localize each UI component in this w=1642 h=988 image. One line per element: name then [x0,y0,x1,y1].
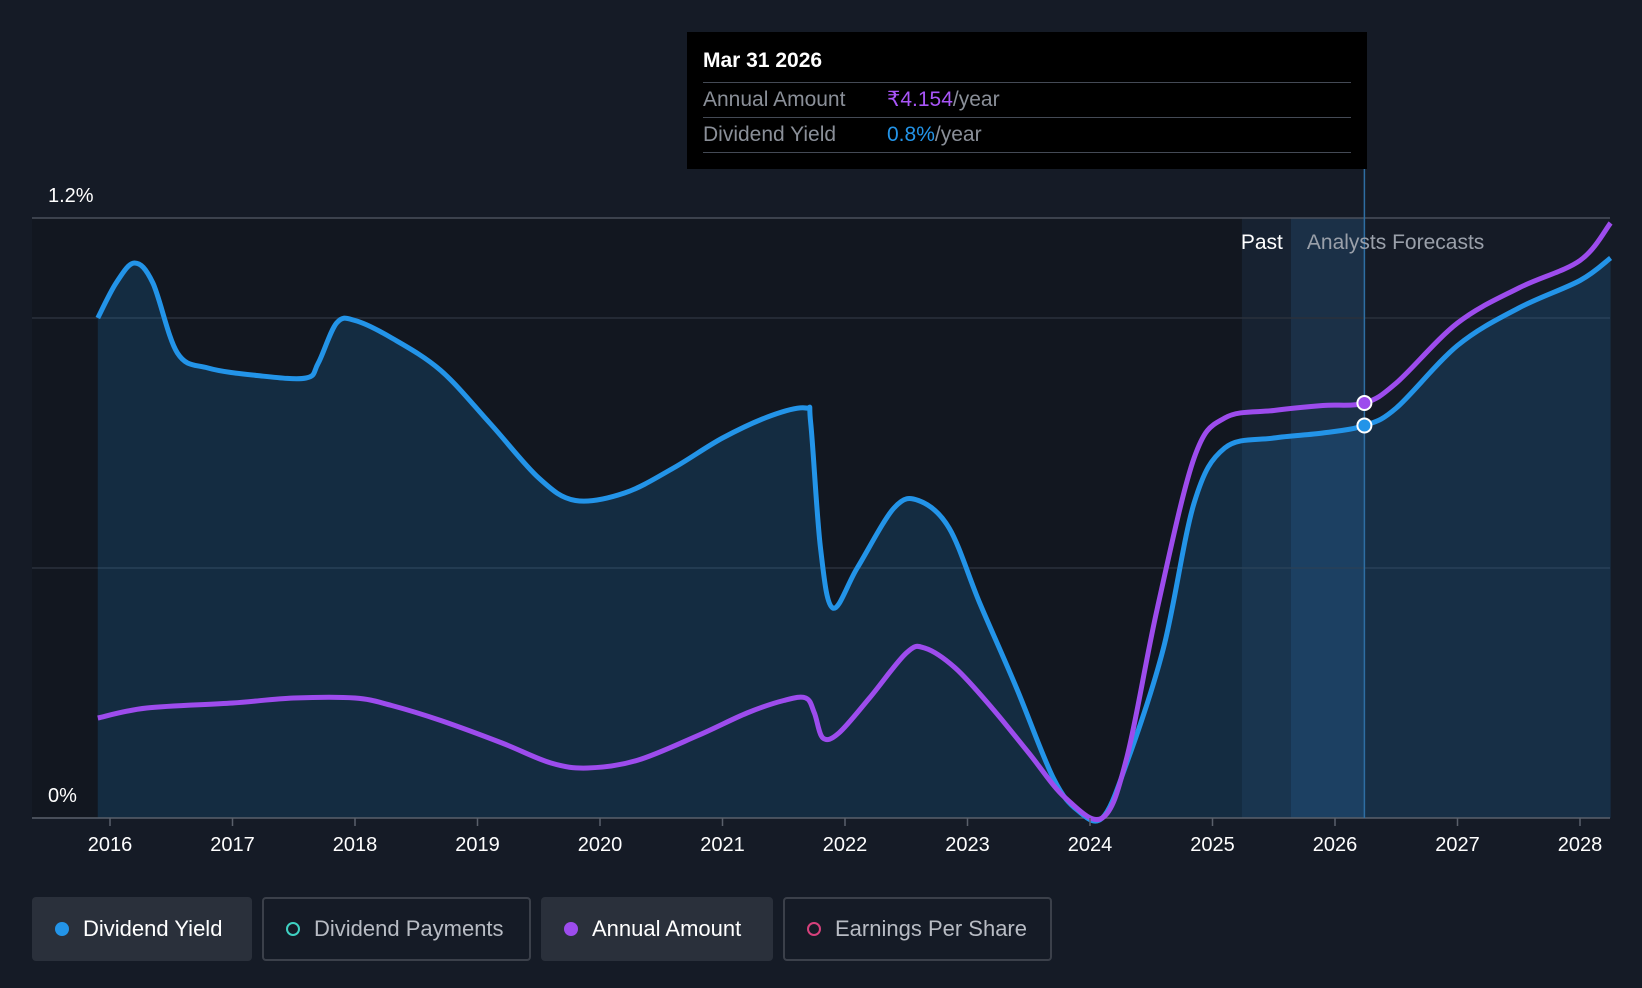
y-tick-label: 1.2% [48,185,94,207]
x-tick-label: 2025 [1190,834,1235,856]
x-tick-label: 2023 [945,834,990,856]
tooltip-row-dividend-yield: Dividend Yield 0.8% /year [703,117,1351,153]
tooltip-label: Annual Amount [703,88,846,111]
y-tick-label: 0% [48,785,77,807]
past-label: Past [1241,231,1283,254]
legend-dot-icon [564,922,578,936]
x-tick-label: 2026 [1313,834,1358,856]
x-tick-label: 2021 [700,834,745,856]
tooltip-unit: /year [952,88,1000,111]
legend-label: Annual Amount [592,916,742,941]
legend-ring-icon [286,922,300,936]
x-tick-label: 2028 [1558,834,1603,856]
x-tick-label: 2020 [578,834,623,856]
tooltip-label: Dividend Yield [703,123,837,146]
tooltip-value: 0.8% [887,123,935,146]
tooltip-row-annual-amount: Annual Amount ₹4.154 /year [703,82,1351,117]
x-tick-label: 2022 [823,834,868,856]
x-tick-label: 2024 [1068,834,1113,856]
annual-amount-line [97,221,1613,823]
x-tick-label: 2016 [88,834,133,856]
tooltip-date: Mar 31 2026 [703,49,823,72]
x-tick-label: 2018 [333,834,378,856]
x-tick-label: 2027 [1435,834,1480,856]
dividend-chart: 1.2% 0% 2016 2017 2018 2019 2020 2021 2022 2023 20… [32,160,1613,856]
legend-dividend-payments[interactable]: Dividend Payments [262,897,531,961]
dividend-yield-marker [1356,417,1373,434]
tooltip-unit: /year [934,123,982,146]
x-tick-label: 2019 [455,834,500,856]
legend: Dividend Yield Dividend Payments Annual … [32,897,1052,961]
x-tick-label: 2017 [210,834,255,856]
legend-ring-icon [807,922,821,936]
tooltip: Mar 31 2026 Annual Amount ₹4.154 /year D… [687,32,1367,169]
legend-earnings-per-share[interactable]: Earnings Per Share [783,897,1052,961]
legend-annual-amount[interactable]: Annual Amount [541,897,773,961]
forecast-label: Analysts Forecasts [1307,231,1484,254]
legend-label: Dividend Payments [314,916,504,941]
dividend-yield-line [95,255,1613,824]
legend-label: Dividend Yield [83,916,223,941]
legend-dot-icon [55,922,69,936]
annual-amount-marker [1356,395,1373,411]
legend-label: Earnings Per Share [835,916,1027,941]
tooltip-value: ₹4.154 [887,88,953,111]
legend-dividend-yield[interactable]: Dividend Yield [32,897,252,961]
dividend-yield-area [97,258,1611,822]
